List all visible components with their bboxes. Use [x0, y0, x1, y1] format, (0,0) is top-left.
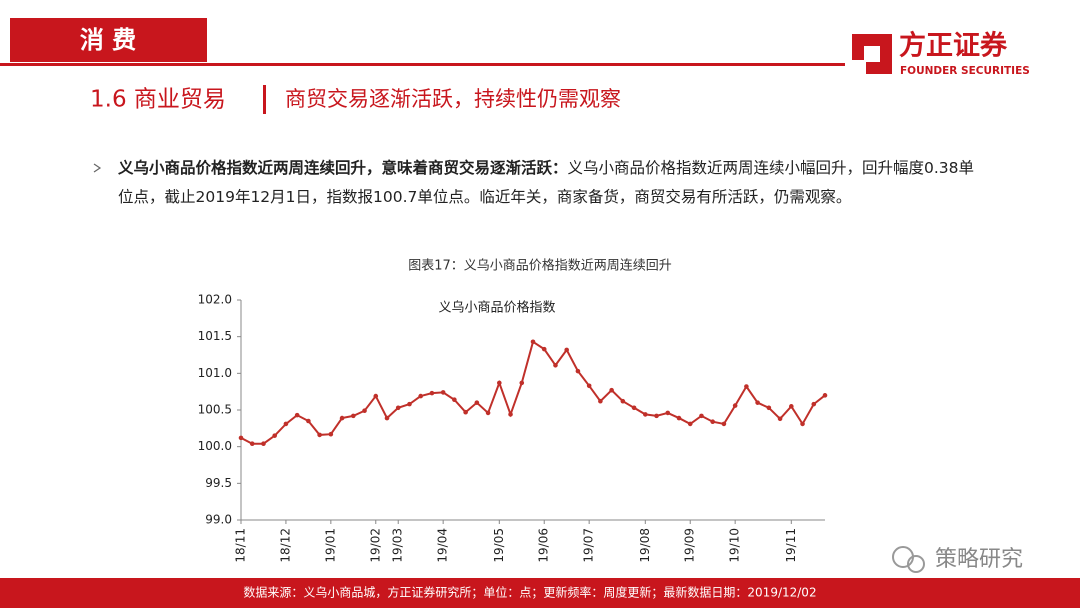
logo-icon [852, 34, 892, 74]
y-tick-label: 99.0 [205, 513, 232, 527]
point [541, 346, 547, 352]
point [395, 405, 401, 411]
point [508, 412, 513, 417]
point [575, 368, 581, 374]
point [676, 415, 682, 421]
footer-source: 数据来源：义乌小商品城，方正证券研究所；单位：点；更新频率：周度更新；最新数据日… [243, 585, 816, 600]
point [294, 412, 300, 418]
point [721, 421, 727, 427]
point [238, 435, 244, 441]
y-tick-label: 100.5 [198, 403, 232, 417]
bullet-body: 义乌小商品价格指数近两周连续小幅回升，回升幅度0.38单位点，截止2019年12… [118, 159, 975, 206]
point [497, 380, 502, 386]
point [261, 441, 266, 447]
point [654, 413, 659, 419]
point [586, 383, 592, 389]
point [339, 415, 345, 421]
y-tick-label: 100.0 [198, 439, 232, 453]
header-rule [0, 63, 845, 66]
watermark-icon [907, 555, 925, 573]
x-tick-label: 19/07 [582, 528, 596, 563]
x-tick-label: 18/12 [278, 528, 292, 563]
point [553, 362, 558, 368]
series-label: 义乌小商品价格指数 [438, 300, 555, 316]
y-tick-label: 101.0 [198, 366, 232, 380]
bullet-marker [93, 163, 102, 173]
point [306, 418, 311, 424]
x-tick-label: 19/03 [391, 528, 405, 563]
point [407, 401, 412, 407]
logo-subtext: FOUNDER SECURITIES [900, 65, 1030, 77]
y-tick-label: 102.0 [198, 293, 232, 307]
point [631, 405, 637, 411]
point [328, 431, 334, 437]
point [362, 408, 367, 414]
line [240, 340, 826, 445]
point [699, 413, 704, 419]
y-tick-label: 99.5 [205, 476, 232, 490]
point [609, 387, 614, 393]
point [384, 415, 390, 421]
section-subtitle: 商贸交易逐渐活跃，持续性仍需观察 [285, 87, 621, 111]
chart-caption: 图表17：义乌小商品价格指数近两周连续回升 [408, 258, 672, 274]
point [272, 433, 277, 438]
point [777, 416, 783, 422]
point [744, 384, 749, 389]
x-tick-label: 19/01 [323, 528, 337, 563]
x-tick-label: 19/08 [638, 528, 652, 563]
point [665, 410, 671, 416]
point [452, 397, 457, 403]
y-tick-label: 101.5 [198, 329, 232, 343]
point [485, 410, 491, 416]
logo-text: 方正证券 [899, 30, 1008, 62]
point [800, 421, 805, 427]
point [474, 400, 480, 405]
point [789, 404, 794, 409]
x-tick-label: 19/10 [728, 528, 742, 563]
x-tick-label: 19/09 [683, 528, 697, 563]
x-tick-label: 19/06 [537, 528, 551, 563]
footer-band [0, 578, 1080, 608]
x-tick-label: 19/02 [368, 528, 382, 563]
point [440, 390, 446, 395]
point [418, 393, 423, 399]
watermark: 策略研究 [935, 547, 1023, 572]
point [620, 398, 626, 404]
section-box [10, 18, 207, 62]
title-separator [263, 85, 266, 114]
point [463, 409, 468, 415]
point [811, 401, 817, 407]
point [755, 400, 760, 405]
x-tick-label: 19/04 [436, 528, 450, 563]
bullet-text: 义乌小商品价格指数近两周连续回升，意味着商贸交易逐渐活跃：义乌小商品价格指数近两… [118, 154, 988, 212]
point [598, 398, 603, 404]
x-tick-label: 19/05 [492, 528, 506, 563]
point [643, 412, 648, 417]
point [317, 432, 322, 438]
point [687, 421, 693, 427]
section-number: 1.6 商业贸易 [90, 87, 226, 113]
point [283, 421, 289, 427]
point [530, 339, 536, 345]
point [373, 393, 379, 399]
x-tick-label: 19/11 [784, 528, 798, 563]
point [564, 347, 569, 353]
point [351, 413, 356, 419]
point [732, 403, 738, 408]
section-label: 消 费 [80, 26, 136, 54]
watermark-icon [892, 546, 914, 568]
point [519, 380, 525, 386]
point [822, 393, 828, 398]
x-tick-label: 18/11 [234, 528, 248, 563]
point [249, 441, 255, 447]
point [710, 419, 715, 425]
point [766, 405, 772, 411]
bullet-lead: 义乌小商品价格指数近两周连续回升，意味着商贸交易逐渐活跃： [118, 159, 568, 177]
point [429, 390, 435, 396]
